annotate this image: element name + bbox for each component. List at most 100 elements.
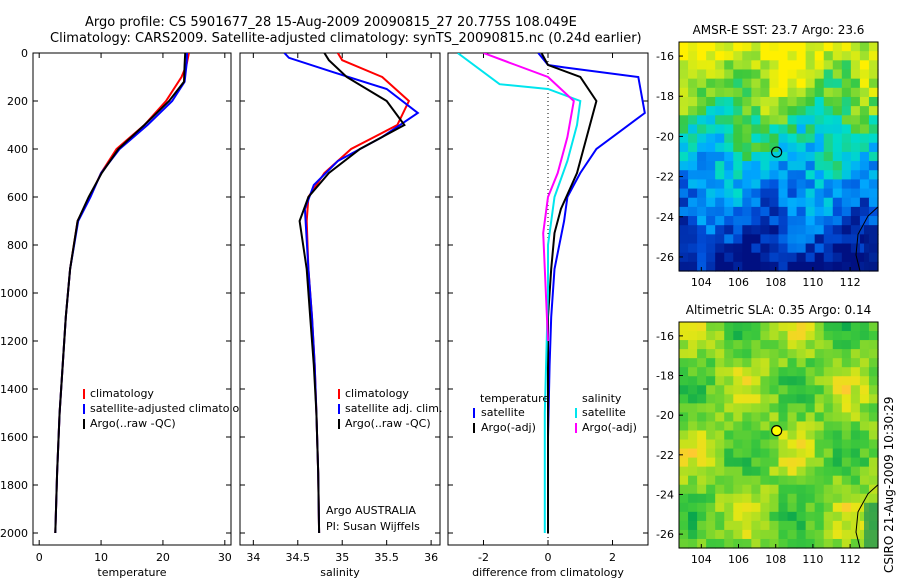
coastline xyxy=(855,484,879,549)
map-cell xyxy=(751,69,762,80)
map-cell xyxy=(841,42,852,52)
map-cell xyxy=(814,502,825,513)
map-cell xyxy=(850,394,861,404)
map-cell xyxy=(688,394,698,404)
map-cell xyxy=(769,358,780,368)
map-cell xyxy=(733,133,743,144)
y-tick-label: -16 xyxy=(656,50,674,63)
map-cell xyxy=(679,42,689,52)
map-cell xyxy=(868,179,879,190)
map-cell xyxy=(796,358,807,368)
map-cell xyxy=(706,340,716,350)
map-cell xyxy=(778,520,789,531)
map-cell xyxy=(697,161,707,171)
argo-location-marker xyxy=(771,146,783,158)
map-cell xyxy=(697,358,707,368)
map-cell xyxy=(850,502,861,513)
map-cell xyxy=(778,161,789,171)
map-cell xyxy=(868,376,879,386)
map-cell xyxy=(787,385,798,395)
map-cell xyxy=(706,252,716,263)
map-cell xyxy=(868,188,879,199)
map-cell xyxy=(760,376,771,386)
map-cell xyxy=(697,96,707,107)
map-cell xyxy=(733,188,743,199)
map-cell xyxy=(814,197,825,208)
map-cell xyxy=(787,430,798,441)
map-cell xyxy=(796,87,807,98)
map-cell xyxy=(760,502,771,513)
map-cell xyxy=(742,439,752,450)
map-cell xyxy=(832,225,843,235)
map-cell xyxy=(679,51,689,61)
map-cell xyxy=(688,87,698,98)
map-cell xyxy=(814,51,825,61)
map-cell xyxy=(850,493,861,504)
map-cell xyxy=(841,421,852,432)
map-cell xyxy=(715,60,725,71)
map-cell xyxy=(787,403,798,413)
map-cell xyxy=(850,385,861,395)
map-cell xyxy=(706,51,716,61)
map-cell xyxy=(814,466,825,477)
map-cell xyxy=(823,385,834,395)
y-tick-label: -18 xyxy=(656,370,674,383)
map-cell xyxy=(814,78,825,89)
y-tick-label: -16 xyxy=(656,330,674,343)
map-cell xyxy=(679,206,689,217)
map-cell xyxy=(787,216,798,226)
x-tick-label: 34.5 xyxy=(286,551,311,564)
map-cell xyxy=(706,142,716,153)
map-cell xyxy=(751,206,762,217)
map-cell xyxy=(715,421,725,432)
map-cell xyxy=(769,206,780,217)
map-cell xyxy=(850,96,861,107)
map-cell xyxy=(823,403,834,413)
map-cell xyxy=(724,358,734,368)
map-cell xyxy=(778,243,789,254)
map-cell xyxy=(778,385,789,395)
map-cell xyxy=(715,96,725,107)
map-cell xyxy=(760,106,771,116)
x-tick-label: 10 xyxy=(94,551,108,564)
map-cell xyxy=(688,349,698,359)
map-cell xyxy=(751,161,762,171)
map-cell xyxy=(841,322,852,332)
map-cell xyxy=(850,42,861,52)
map-cell xyxy=(715,430,725,441)
map-cell xyxy=(733,206,743,217)
map-cell xyxy=(769,252,780,263)
map-cell xyxy=(823,367,834,377)
map-cell xyxy=(859,151,870,162)
map-cell xyxy=(814,421,825,432)
map-cell xyxy=(697,170,707,180)
map-cell xyxy=(688,493,698,504)
map-cell xyxy=(841,133,852,144)
map-cell xyxy=(724,124,734,135)
map-cell xyxy=(787,529,798,540)
y-tick-label: 200 xyxy=(7,95,28,108)
map-cell xyxy=(805,358,816,368)
map-cell xyxy=(796,394,807,404)
map-cell xyxy=(751,520,762,531)
map-cell xyxy=(778,394,789,404)
y-tick-label: -20 xyxy=(656,130,674,143)
map-cell xyxy=(760,161,771,171)
map-cell xyxy=(715,225,725,235)
map-cell xyxy=(823,520,834,531)
map-cell xyxy=(778,502,789,513)
map-cell xyxy=(868,51,879,61)
map-cell xyxy=(814,42,825,52)
map-cell xyxy=(688,161,698,171)
map-cell xyxy=(733,42,743,52)
map-cell xyxy=(742,51,752,61)
map-cell xyxy=(706,331,716,341)
series-group xyxy=(54,53,190,534)
map-cell xyxy=(868,142,879,153)
map-cell xyxy=(724,457,734,468)
map-cell xyxy=(796,403,807,413)
map-cell xyxy=(724,151,734,162)
map-cell xyxy=(679,538,689,549)
map-cell xyxy=(778,133,789,144)
map-cell xyxy=(823,511,834,522)
